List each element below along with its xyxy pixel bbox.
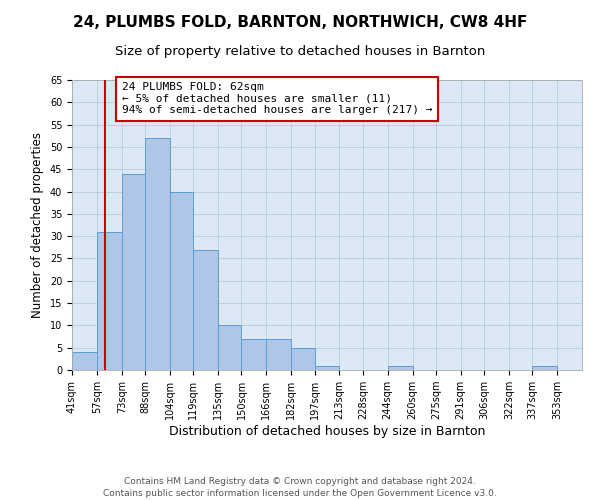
- Bar: [193, 250, 218, 370]
- Bar: [291, 348, 314, 370]
- X-axis label: Distribution of detached houses by size in Barnton: Distribution of detached houses by size …: [169, 425, 485, 438]
- Text: Contains public sector information licensed under the Open Government Licence v3: Contains public sector information licen…: [103, 489, 497, 498]
- Text: 24, PLUMBS FOLD, BARNTON, NORTHWICH, CW8 4HF: 24, PLUMBS FOLD, BARNTON, NORTHWICH, CW8…: [73, 15, 527, 30]
- Y-axis label: Number of detached properties: Number of detached properties: [31, 132, 44, 318]
- Bar: [241, 339, 266, 370]
- Bar: [72, 352, 97, 370]
- Bar: [170, 192, 193, 370]
- Bar: [122, 174, 145, 370]
- Bar: [145, 138, 170, 370]
- Bar: [218, 326, 241, 370]
- Bar: [314, 366, 340, 370]
- Bar: [266, 339, 291, 370]
- Bar: [388, 366, 413, 370]
- Bar: [532, 366, 557, 370]
- Text: Size of property relative to detached houses in Barnton: Size of property relative to detached ho…: [115, 45, 485, 58]
- Bar: [97, 232, 122, 370]
- Text: 24 PLUMBS FOLD: 62sqm
← 5% of detached houses are smaller (11)
94% of semi-detac: 24 PLUMBS FOLD: 62sqm ← 5% of detached h…: [122, 82, 432, 116]
- Text: Contains HM Land Registry data © Crown copyright and database right 2024.: Contains HM Land Registry data © Crown c…: [124, 478, 476, 486]
